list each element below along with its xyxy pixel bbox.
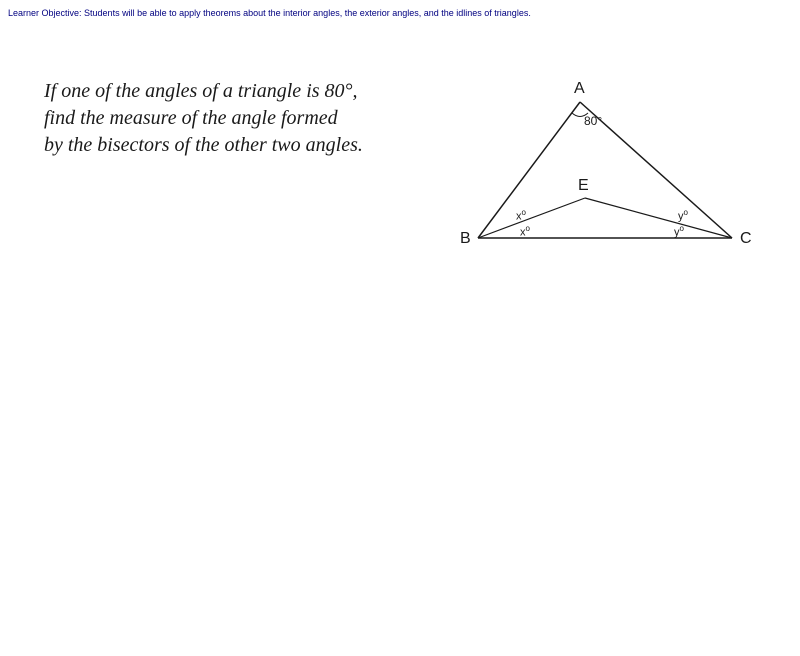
triangle-diagram: A B C E 80° xo xo yo yo (460, 80, 760, 260)
problem-line-1: If one of the angles of a triangle is 80… (44, 78, 363, 105)
edge-ab (478, 102, 580, 238)
problem-line-3: by the bisectors of the other two angles… (44, 132, 363, 159)
vertex-label-c: C (740, 230, 752, 248)
learner-objective: Learner Objective: Students will be able… (8, 8, 531, 18)
triangle-svg (460, 80, 760, 260)
bisector-be (478, 198, 585, 238)
objective-prefix: Learner Objective: Students will be able… (8, 8, 456, 18)
vertex-label-a: A (574, 80, 585, 98)
vertex-label-e: E (578, 177, 589, 195)
problem-line-2: find the measure of the angle formed (44, 105, 363, 132)
angle-x-upper: xo (516, 208, 526, 223)
angle-a-value: 80° (584, 114, 602, 128)
vertex-label-b: B (460, 230, 471, 248)
objective-mword: idlines of triangles. (456, 8, 531, 18)
angle-y-upper: yo (678, 208, 688, 223)
problem-statement: If one of the angles of a triangle is 80… (44, 78, 363, 159)
angle-x-lower: xo (520, 224, 530, 239)
angle-y-lower: yo (674, 224, 684, 239)
